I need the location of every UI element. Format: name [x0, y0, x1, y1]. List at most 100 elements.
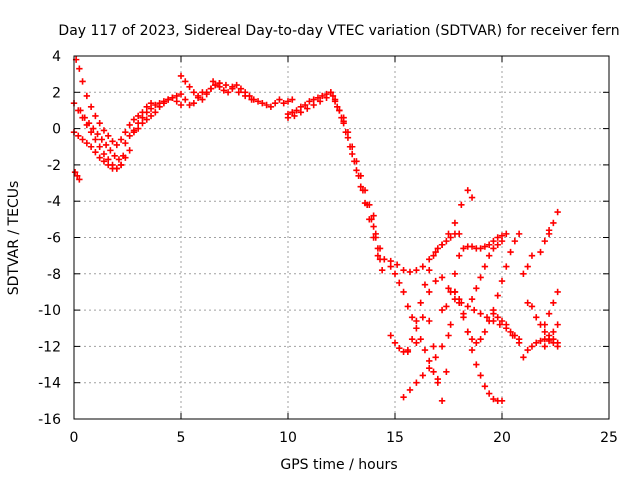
data-point [186, 101, 193, 109]
data-point [460, 245, 467, 252]
data-point [92, 136, 99, 143]
data-point [135, 112, 142, 120]
data-point [220, 87, 227, 94]
data-point [75, 132, 82, 140]
data-point [426, 364, 433, 372]
data-point [207, 85, 215, 92]
y-tick-label: 0 [52, 122, 61, 138]
data-point [451, 270, 459, 277]
data-point [152, 109, 159, 116]
data-point [524, 346, 531, 354]
data-point [445, 230, 452, 238]
data-point [406, 268, 414, 276]
data-point [432, 354, 439, 361]
data-point [438, 343, 446, 350]
data-point [494, 234, 501, 241]
data-point [102, 141, 110, 149]
data-point [445, 332, 452, 339]
data-point [483, 314, 491, 321]
data-point [105, 132, 112, 140]
data-point [310, 101, 317, 109]
data-point [468, 296, 476, 303]
data-point [445, 285, 452, 292]
y-tick-label: -6 [47, 231, 61, 247]
data-point [413, 266, 420, 274]
y-tick-label: -4 [47, 194, 61, 210]
data-point [186, 83, 193, 91]
data-point [194, 92, 202, 100]
data-point [507, 328, 514, 336]
data-point [147, 99, 155, 107]
data-point [96, 154, 103, 161]
y-axis-label: SDTVAR / TECUs [6, 181, 22, 296]
data-point [340, 114, 347, 121]
data-point [357, 172, 364, 179]
data-point [120, 152, 127, 160]
data-point [370, 223, 377, 230]
data-point [456, 252, 463, 259]
data-point [289, 109, 296, 116]
data-point [329, 92, 337, 100]
data-point [387, 263, 394, 270]
y-tick-label: 2 [52, 85, 61, 101]
data-point [366, 201, 373, 209]
data-point [468, 194, 476, 201]
ticks-layer [73, 55, 610, 420]
data-point [259, 99, 266, 107]
data-point [113, 141, 120, 149]
data-point [391, 270, 399, 277]
data-point [413, 339, 420, 346]
data-point [143, 109, 150, 116]
data-point [319, 92, 326, 100]
data-point [503, 230, 510, 238]
data-point [381, 256, 388, 263]
data-point [143, 116, 150, 123]
data-point [537, 337, 544, 345]
data-point [406, 386, 414, 394]
data-point [400, 266, 407, 274]
x-tick-label: 15 [386, 430, 404, 446]
data-point [301, 101, 309, 109]
y-tick-label: 4 [52, 49, 61, 65]
data-point [447, 234, 454, 241]
data-point [280, 99, 287, 107]
data-point [100, 150, 108, 158]
data-point [242, 92, 249, 100]
data-point [520, 270, 527, 277]
data-point [533, 339, 540, 346]
x-tick-label: 20 [493, 430, 511, 446]
data-point [94, 130, 101, 138]
data-point [494, 314, 501, 321]
data-point [417, 299, 424, 307]
data-point [92, 148, 99, 156]
data-point [190, 99, 198, 107]
data-point [378, 266, 386, 274]
data-point [545, 310, 553, 317]
data-point [541, 321, 548, 328]
data-point [494, 241, 501, 248]
x-tick-label: 0 [70, 430, 79, 446]
data-point [485, 252, 493, 259]
data-point [408, 335, 416, 343]
data-point [503, 321, 510, 328]
data-point [169, 94, 176, 101]
data-point [182, 96, 189, 103]
data-point [92, 112, 99, 120]
data-point [464, 303, 471, 310]
data-point [396, 279, 403, 287]
data-point [451, 296, 459, 303]
data-point [430, 252, 437, 259]
data-point [511, 332, 519, 339]
data-point [426, 288, 433, 296]
data-point [443, 237, 450, 245]
data-point [152, 101, 159, 109]
data-point [387, 257, 394, 265]
data-point [331, 98, 339, 105]
data-point [284, 114, 292, 121]
data-point [426, 256, 433, 263]
data-point [494, 292, 501, 299]
data-point [485, 241, 493, 248]
data-point [199, 96, 206, 103]
data-point [464, 328, 471, 336]
data-point [496, 321, 504, 328]
